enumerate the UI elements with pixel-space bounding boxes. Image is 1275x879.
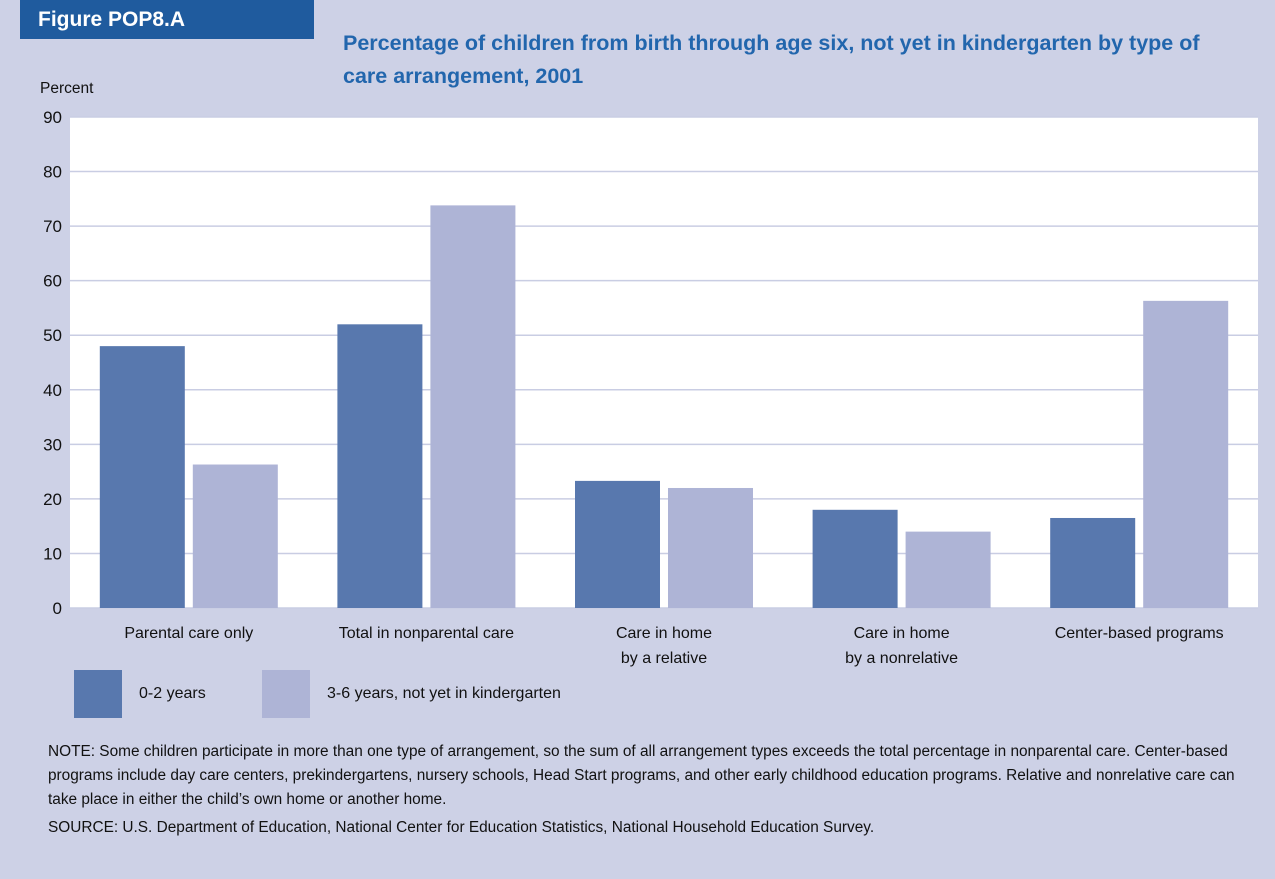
x-category-label: by a relative <box>621 650 707 667</box>
x-category-label: Parental care only <box>124 625 253 642</box>
y-tick-label: 0 <box>53 599 62 618</box>
legend-swatch-3-6-years <box>262 670 310 718</box>
y-tick-label: 50 <box>43 326 62 345</box>
y-tick-label: 70 <box>43 217 62 236</box>
x-category-label: Care in home <box>854 625 950 642</box>
y-tick-label: 80 <box>43 163 62 182</box>
y-tick-label: 10 <box>43 544 62 563</box>
bar-0-2-years-parental-care-only <box>99 346 185 608</box>
bar-3-6-years-not-yet-in-kindergarten-total-in-nonparental-care <box>430 205 516 608</box>
y-axis-label: Percent <box>40 80 94 97</box>
y-tick-label: 40 <box>43 381 62 400</box>
bar-0-2-years-care-in-home-by-a-nonrelative <box>812 509 898 608</box>
x-category-label: Care in home <box>616 625 712 642</box>
source-text: SOURCE: U.S. Department of Education, Na… <box>48 819 875 836</box>
note-text: NOTE: Some children participate in more … <box>48 743 1235 808</box>
bar-0-2-years-care-in-home-by-a-relative <box>575 480 660 608</box>
chart-title: Percentage of children from birth throug… <box>343 31 1200 88</box>
legend-swatch-0-2-years <box>74 670 122 718</box>
bar-3-6-years-not-yet-in-kindergarten-care-in-home-by-a-nonrelative <box>905 531 991 608</box>
bar-chart: 0 10 20 30 40 50 60 70 80 90 Percent Parental care … <box>40 80 1258 667</box>
x-category-label: by a nonrelative <box>845 650 958 667</box>
y-tick-label: 60 <box>43 272 62 291</box>
bar-3-6-years-not-yet-in-kindergarten-care-in-home-by-a-relative <box>668 487 753 608</box>
x-category-label: Center-based programs <box>1055 625 1224 642</box>
bar-3-6-years-not-yet-in-kindergarten-parental-care-only <box>192 464 278 608</box>
y-tick-label: 20 <box>43 490 62 509</box>
y-tick-label: 30 <box>43 435 62 454</box>
figure-label: Figure POP8.A <box>20 0 314 39</box>
y-tick-label: 90 <box>43 108 62 127</box>
legend-label-0-2-years: 0-2 years <box>139 685 206 702</box>
bar-0-2-years-center-based-programs <box>1050 517 1136 608</box>
x-category-label: Total in nonparental care <box>339 625 514 642</box>
bar-0-2-years-total-in-nonparental-care <box>337 324 423 608</box>
bar-3-6-years-not-yet-in-kindergarten-center-based-programs <box>1143 300 1229 608</box>
legend-label-3-6-years: 3-6 years, not yet in kindergarten <box>327 685 561 702</box>
